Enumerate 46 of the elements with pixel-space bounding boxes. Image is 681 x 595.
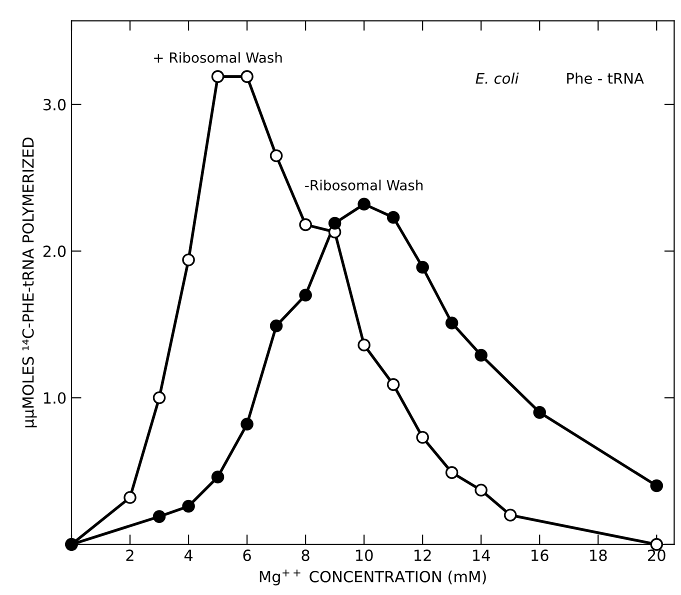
point bbox=[270, 149, 283, 162]
y-tick-label: 3.0 bbox=[44, 98, 66, 110]
x-tick-label: 10 bbox=[356, 550, 373, 562]
x-tick-label: 4 bbox=[184, 550, 193, 561]
point bbox=[211, 70, 224, 83]
point bbox=[299, 218, 312, 232]
point bbox=[182, 500, 195, 513]
point bbox=[152, 510, 166, 523]
point bbox=[240, 70, 254, 83]
point bbox=[445, 466, 458, 479]
point bbox=[386, 378, 400, 391]
point bbox=[152, 391, 166, 404]
series-label: + Ribosomal Wash bbox=[154, 52, 282, 63]
point bbox=[124, 491, 136, 504]
point bbox=[416, 260, 429, 274]
point bbox=[299, 288, 312, 302]
point bbox=[650, 479, 664, 492]
y-axis-title: μμMOLES ¹⁴C-PHE-tRNA POLYMERIZED bbox=[22, 138, 37, 428]
point bbox=[270, 320, 283, 332]
point bbox=[416, 430, 429, 444]
x-tick-label: 12 bbox=[414, 550, 431, 561]
point bbox=[445, 316, 458, 330]
x-tick-label: 20 bbox=[648, 550, 666, 562]
x-axis-title: Mg$^{++}$ CONCENTRATION (mM) bbox=[260, 570, 486, 586]
annotation: E. coli bbox=[476, 72, 519, 84]
y-tick-label: 2.0 bbox=[43, 246, 66, 258]
point bbox=[504, 508, 517, 522]
x-tick-label: 14 bbox=[473, 550, 490, 561]
series-label: -Ribosomal Wash bbox=[305, 180, 423, 190]
x-tick-label: 2 bbox=[126, 550, 134, 561]
point bbox=[182, 254, 195, 266]
point bbox=[474, 348, 488, 362]
point bbox=[386, 210, 400, 224]
x-tick-label: 8 bbox=[302, 550, 310, 562]
point bbox=[240, 418, 254, 431]
annotation: Phe - tRNA bbox=[567, 72, 644, 84]
y-tick-label: 1.0 bbox=[44, 392, 66, 404]
point bbox=[533, 406, 546, 419]
x-tick-label: 6 bbox=[243, 550, 251, 562]
x-tick-label: 16 bbox=[532, 550, 548, 562]
x-tick-label: 18 bbox=[590, 550, 607, 562]
point bbox=[211, 470, 224, 484]
point bbox=[358, 198, 370, 211]
point bbox=[474, 484, 488, 497]
point bbox=[328, 216, 342, 230]
point bbox=[358, 338, 370, 352]
